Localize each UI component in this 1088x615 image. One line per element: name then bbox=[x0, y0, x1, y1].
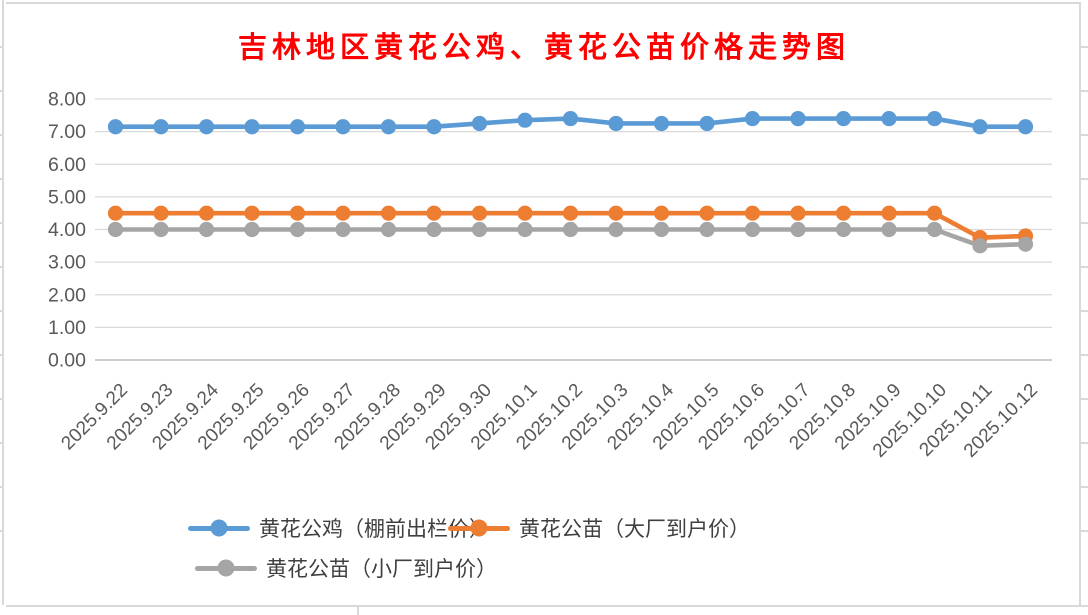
worksheet-gridline bbox=[1081, 46, 1088, 48]
worksheet-gridline bbox=[0, 442, 2, 444]
legend-item-gongmiao-xiaochang[interactable]: 黄花公苗（小厂到户价） bbox=[195, 553, 497, 583]
worksheet-gridline bbox=[0, 134, 2, 136]
worksheet-gridline bbox=[1081, 486, 1088, 488]
worksheet-gridline bbox=[1079, 2, 1081, 606]
worksheet-gridline bbox=[1081, 530, 1088, 532]
worksheet-gridline bbox=[0, 530, 2, 532]
svg-text:8.00: 8.00 bbox=[48, 89, 86, 111]
svg-text:7.00: 7.00 bbox=[48, 121, 86, 143]
legend-marker-line bbox=[448, 519, 510, 537]
legend-marker-dot bbox=[217, 559, 235, 577]
worksheet-gridline bbox=[1081, 134, 1088, 136]
legend-marker-line bbox=[195, 559, 257, 577]
legend-marker-line bbox=[188, 519, 250, 537]
legend-label: 黄花公苗（大厂到户价） bbox=[519, 517, 750, 541]
svg-text:6.00: 6.00 bbox=[48, 154, 86, 176]
worksheet-gridline bbox=[0, 46, 2, 48]
svg-text:4.00: 4.00 bbox=[48, 219, 86, 241]
worksheet-gridline bbox=[0, 354, 2, 356]
legend-item-gongmiao-dachang[interactable]: 黄花公苗（大厂到户价） bbox=[448, 513, 750, 543]
worksheet-gridline bbox=[6, 2, 1080, 4]
worksheet-gridline bbox=[1081, 266, 1088, 268]
svg-text:0.00: 0.00 bbox=[48, 350, 86, 372]
worksheet-gridline bbox=[1081, 398, 1088, 400]
worksheet-gridline bbox=[0, 222, 2, 224]
svg-text:1.00: 1.00 bbox=[48, 317, 86, 339]
worksheet-gridline bbox=[1081, 354, 1088, 356]
worksheet-gridline bbox=[0, 486, 2, 488]
svg-text:2.00: 2.00 bbox=[48, 284, 86, 306]
worksheet-gridline bbox=[1081, 90, 1088, 92]
worksheet-gridline bbox=[0, 178, 2, 180]
chart-title[interactable]: 吉林地区黄花公鸡、黄花公苗价格走势图 bbox=[237, 32, 850, 64]
worksheet-gridline bbox=[1081, 178, 1088, 180]
legend-item-gongji[interactable]: 黄花公鸡（棚前出栏价） bbox=[188, 513, 490, 543]
svg-text:3.00: 3.00 bbox=[48, 252, 86, 274]
worksheet-gridline bbox=[1081, 222, 1088, 224]
svg-text:5.00: 5.00 bbox=[48, 186, 86, 208]
worksheet-gridline bbox=[6, 605, 1088, 607]
worksheet-gridline bbox=[1081, 442, 1088, 444]
worksheet-gridline bbox=[1081, 310, 1088, 312]
worksheet-gridline bbox=[2, 0, 4, 605]
worksheet-gridline bbox=[0, 266, 2, 268]
legend-marker-dot bbox=[210, 519, 228, 537]
worksheet-gridline bbox=[0, 90, 2, 92]
worksheet-gridline bbox=[357, 607, 359, 615]
legend-label: 黄花公苗（小厂到户价） bbox=[266, 557, 497, 581]
worksheet-gridline bbox=[0, 310, 2, 312]
legend-marker-dot bbox=[470, 519, 488, 537]
worksheet-gridline bbox=[0, 398, 2, 400]
